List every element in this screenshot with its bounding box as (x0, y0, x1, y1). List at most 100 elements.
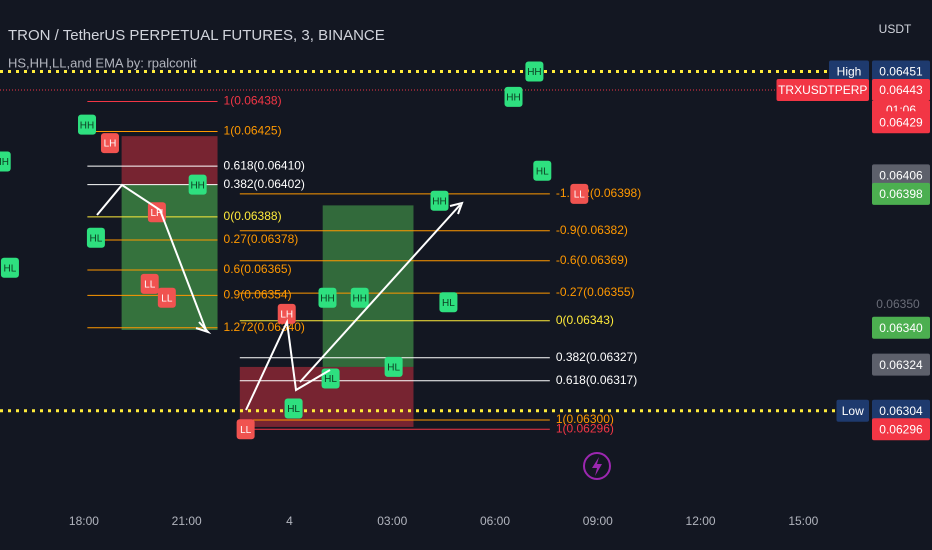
alert-icon (583, 452, 611, 480)
price-badge-name: Low (842, 404, 864, 418)
y-tick-label: 0.06350 (876, 297, 920, 311)
fib-label: -1.272(0.06398) (556, 186, 641, 200)
fib-label: 0.27(0.06378) (224, 232, 299, 246)
price-badge-value: 0.06324 (879, 358, 923, 372)
price-badge-name-bg (776, 79, 869, 101)
swing-label: LL (574, 189, 586, 200)
swing-label: HL (442, 298, 455, 309)
swing-marker (570, 183, 589, 204)
x-tick-label: 4 (286, 514, 293, 528)
swing-marker (430, 190, 449, 211)
swing-label: HL (90, 233, 103, 244)
indicator-name: HS,HH,LL,and EMA by: rpalconit (8, 55, 197, 70)
arrow-head (195, 321, 212, 335)
plot: 18:00 21:00 4 03:00 06:00 09:00 12:00 15:00 0.06… (0, 60, 930, 528)
fib-label: 0.382(0.06327) (556, 350, 637, 364)
swing-label: HH (432, 196, 446, 207)
x-tick-label: 09:00 (583, 514, 613, 528)
price-badge-value: 0.06429 (879, 115, 923, 129)
swing-label: HH (352, 293, 366, 304)
swing-label: LH (151, 208, 164, 219)
fib-label: 1(0.06425) (224, 124, 282, 138)
swing-marker (157, 287, 176, 308)
swing-marker (147, 202, 166, 223)
price-badge (872, 111, 930, 134)
swing-marker (504, 86, 523, 107)
fib-label: 1(0.06438) (224, 94, 282, 108)
position-box (121, 184, 218, 330)
x-tick-label: 18:00 (69, 514, 99, 528)
swing-marker (350, 287, 369, 308)
swing-label: HH (506, 93, 520, 104)
swing-label: HH (527, 67, 541, 78)
swing-marker (0, 151, 11, 172)
swing-marker (284, 398, 303, 419)
arrow (299, 204, 461, 383)
fib-label: 0.618(0.06317) (556, 373, 637, 387)
swing-marker (318, 287, 337, 308)
fib-label: 0.618(0.06410) (224, 158, 305, 172)
swing-marker (439, 292, 458, 313)
x-tick-label: 15:00 (788, 514, 818, 528)
price-badge-name: High (837, 65, 862, 79)
price-badge-value: 0.06443 (879, 83, 923, 97)
alert-circle (583, 452, 611, 480)
fib-label: 1(0.06300) (556, 412, 614, 426)
fib-label: -0.27(0.06355) (556, 285, 635, 299)
x-tick-label: 12:00 (686, 514, 716, 528)
swing-label: LH (104, 139, 117, 150)
swing-label: LL (240, 425, 252, 436)
price-badge (872, 316, 930, 339)
price-badge-name: TRXUSDTPERP (778, 83, 867, 97)
price-badge-value: 0.06451 (879, 65, 923, 79)
price-badge (872, 60, 930, 83)
price-badge-value: 0.06406 (879, 169, 923, 183)
fib-label: 0.9(0.06354) (224, 288, 292, 302)
swing-marker (0, 257, 19, 278)
fib-label: 0.6(0.06365) (224, 262, 292, 276)
fib-label: 0(0.06343) (556, 313, 614, 327)
swing-label: HH (0, 157, 9, 168)
swing-label: LL (161, 293, 173, 304)
fib-label: -0.9(0.06382) (556, 223, 628, 237)
fib-label: 0(0.06388) (224, 209, 282, 223)
price-badge (872, 399, 930, 422)
swing-label: HH (190, 180, 204, 191)
swing-label: HH (80, 120, 94, 131)
swing-marker (100, 133, 119, 154)
chart-title: TRON / TetherUS PERPETUAL FUTURES, 3, BI… (8, 27, 385, 44)
price-badge (872, 79, 930, 101)
swing-marker (140, 273, 159, 294)
swing-label: HL (536, 166, 549, 177)
y-unit: USDT (879, 22, 912, 36)
price-badge-value: 0.06340 (879, 321, 923, 335)
price-badge-value: 0.06304 (879, 404, 923, 418)
swing-marker (86, 227, 105, 248)
price-badge-name-bg (836, 399, 869, 422)
x-tick-label: 06:00 (480, 514, 510, 528)
swing-label: HL (387, 363, 400, 374)
x-tick-label: 03:00 (377, 514, 407, 528)
swing-label: HL (4, 263, 17, 274)
price-badge (872, 418, 930, 441)
swing-marker (188, 174, 207, 195)
swing-marker (236, 419, 255, 440)
price-badge (872, 353, 930, 376)
swing-label: HL (287, 404, 300, 415)
arrow (245, 318, 331, 411)
alert-bolt (592, 457, 602, 476)
x-tick-label: 21:00 (172, 514, 202, 528)
price-badge-name-bg (829, 60, 869, 83)
swing-marker (78, 114, 97, 135)
swing-marker (533, 160, 552, 181)
price-badge (872, 182, 930, 205)
fib-label: 1(0.06296) (556, 421, 614, 435)
arrow-head (449, 201, 464, 215)
swing-label: LH (280, 309, 293, 320)
price-badge-value: 0.06296 (879, 422, 923, 436)
swing-marker (277, 303, 296, 324)
swing-label: HH (320, 293, 334, 304)
swing-marker (384, 356, 403, 377)
